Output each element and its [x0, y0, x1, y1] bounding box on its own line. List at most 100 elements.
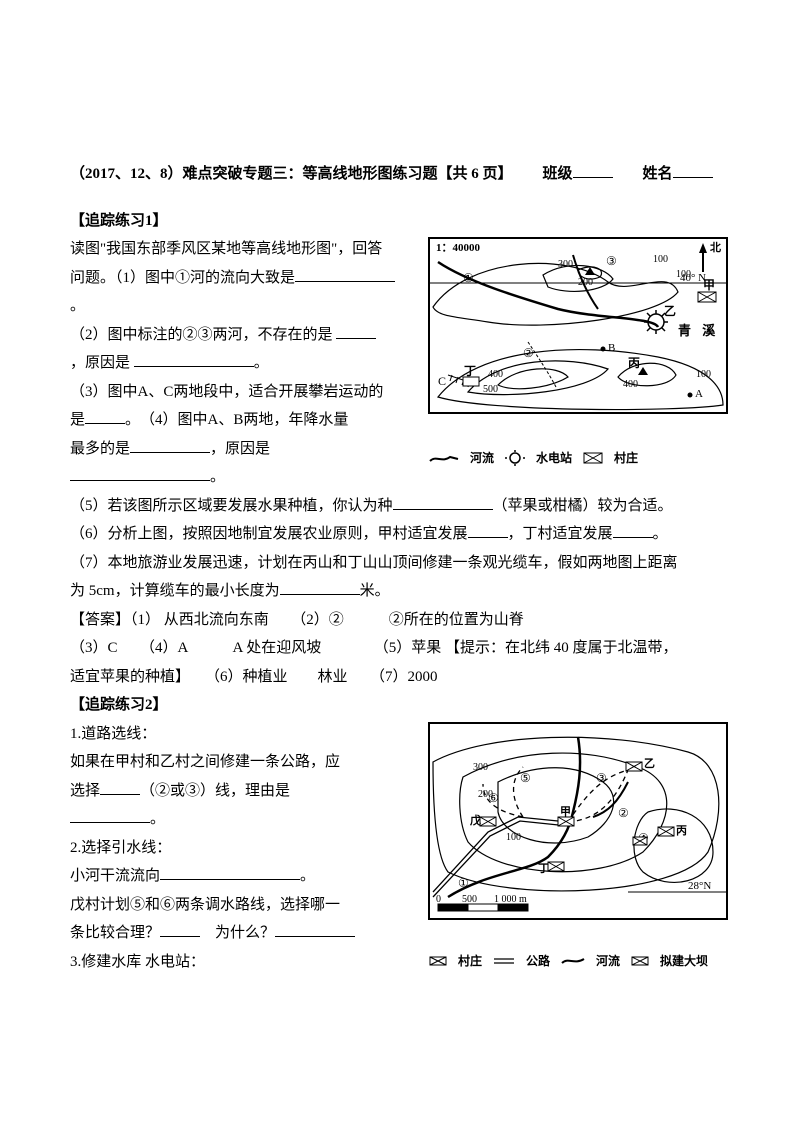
legend-river: 河流	[470, 451, 494, 465]
ex1-intro-a: 读图"我国东部季风区某地等高线地形图"，回答	[70, 241, 382, 257]
title-text: （2017、12、8）难点突破专题三：等高线地形图练习题【共 6 页】	[70, 166, 513, 182]
svg-text:甲: 甲	[560, 805, 571, 818]
exercise1-head: 【追踪练习1】	[70, 207, 730, 236]
svg-text:C: C	[438, 374, 446, 388]
name-blank[interactable]	[673, 162, 713, 178]
svg-text:400: 400	[488, 369, 503, 380]
svg-text:100: 100	[676, 269, 691, 280]
svg-text:北: 北	[710, 240, 721, 254]
svg-text:300: 300	[473, 762, 488, 773]
map2-svg: 300 200 100	[428, 722, 728, 952]
page-title-line: （2017、12、8）难点突破专题三：等高线地形图练习题【共 6 页】 班级 姓…	[70, 160, 730, 189]
q2-blank2[interactable]	[134, 351, 254, 367]
svg-text:①: ①	[458, 876, 469, 890]
name-label: 姓名	[643, 166, 673, 182]
map1-svg: 北 1：40000 40° N 300 200 100 100	[428, 237, 728, 447]
q3-blank[interactable]	[85, 408, 125, 424]
svg-text:②: ②	[618, 806, 629, 820]
ex2-q1b: 选择	[70, 783, 100, 799]
exercise2-figure: 300 200 100	[426, 720, 730, 970]
q6-blank2[interactable]	[613, 522, 653, 538]
svg-text:丙: 丙	[628, 356, 640, 370]
ex1-q5a: （5）若该图所示区域要发展水果种植，你认为种	[70, 498, 393, 514]
ex1-intro-b: 问题。（1）图中①河的流向大致是	[70, 270, 295, 286]
ex1-q5b: （苹果或柑橘）较为合适。	[493, 498, 673, 514]
ex1-p4: 。	[210, 469, 225, 485]
q4-blank2[interactable]	[70, 465, 210, 481]
ex1-q2a: （2）图中标注的②③两河，不存在的是	[70, 327, 333, 343]
legend2-river: 河流	[596, 954, 620, 968]
ex1-q6c: 。	[653, 526, 668, 542]
svg-text:①: ①	[463, 271, 474, 285]
ans-line2b: 适宜苹果的种植】 （6）种植业 林业 （7）2000	[70, 669, 438, 685]
q6-blank1[interactable]	[468, 522, 508, 538]
ex2-q1a: 如果在甲村和乙村之间修建一条公路，应	[70, 754, 340, 770]
svg-text:丙: 丙	[676, 824, 687, 837]
ex1-q3b: 是	[70, 412, 85, 428]
legend2-village: 村庄	[458, 954, 482, 968]
exercise2-head: 【追踪练习2】	[70, 691, 730, 720]
svg-text:400: 400	[623, 379, 638, 390]
exercise1-row: 读图"我国东部季风区某地等高线地形图"，回答 问题。（1）图中①河的流向大致是 …	[70, 235, 730, 492]
ex2-q2c: 戊村计划⑤和⑥两条调水路线，选择哪一	[70, 897, 340, 913]
ex1-q6a: （6）分析上图，按照因地制宜发展农业原则，甲村适宜发展	[70, 526, 468, 542]
svg-text:丁: 丁	[464, 364, 476, 378]
legend-station: 水电站	[536, 451, 572, 465]
svg-text:乙: 乙	[664, 304, 676, 318]
svg-text:A: A	[695, 388, 703, 400]
legend2-road: 公路	[526, 954, 550, 968]
q5-blank[interactable]	[393, 494, 493, 510]
svg-text:③: ③	[606, 254, 617, 268]
ex1-q4a: 。 （4）图中A、B两地，年降水量	[125, 412, 348, 428]
svg-text:1 000 m: 1 000 m	[494, 894, 527, 905]
ex2-q2d: 条比较合理？	[70, 925, 160, 941]
ex1-q4c: ，原因是	[210, 441, 270, 457]
ex2-q2-blank2[interactable]	[160, 921, 200, 937]
ex2-q1-blank1[interactable]	[100, 779, 140, 795]
ex1-period1: 。	[70, 298, 85, 314]
svg-text:B: B	[608, 342, 615, 354]
legend2-dam: 拟建大坝	[660, 954, 708, 968]
ex1-q2b: ，原因是	[70, 355, 130, 371]
ex2-q2-blank1[interactable]	[160, 864, 300, 880]
svg-text:28°N: 28°N	[688, 880, 711, 892]
exercise2-row: 1.道路选线： 如果在甲村和乙村之间修建一条公路，应 选择（②或③）线，理由是 …	[70, 720, 730, 977]
ans-line1: （1） 从西北流向东南 （2）② ②所在的位置为山脊	[130, 612, 524, 628]
svg-text:1：40000: 1：40000	[436, 242, 480, 254]
ex1-q7b: 为 5cm，计算缆车的最小长度为	[70, 583, 280, 599]
q4-blank1[interactable]	[130, 437, 210, 453]
svg-text:500: 500	[462, 894, 477, 905]
exercise1-answers: 【答案】（1） 从西北流向东南 （2）② ②所在的位置为山脊 （3）C （4）A…	[70, 606, 730, 692]
ans-head: 【答案】	[70, 612, 130, 628]
svg-text:③: ③	[596, 771, 607, 785]
q1-blank[interactable]	[295, 266, 395, 282]
ex1-q4b: 最多的是	[70, 441, 130, 457]
ex2-q2-blank3[interactable]	[275, 921, 355, 937]
ex1-q7a: （7）本地旅游业发展迅速，计划在丙山和丁山山顶间修建一条观光缆车，假如两地图上距…	[70, 555, 678, 571]
svg-text:300: 300	[558, 259, 573, 270]
ex2-q2e: 为什么？	[215, 925, 275, 941]
svg-text:丁: 丁	[538, 862, 549, 875]
ex1-q7c: 米。	[360, 583, 390, 599]
ex1-q6b: ，丁村适宜发展	[508, 526, 613, 542]
ex2-q1-title: 1.道路选线：	[70, 726, 156, 742]
class-blank[interactable]	[573, 162, 613, 178]
q2-blank1[interactable]	[336, 323, 376, 339]
svg-text:⑤: ⑤	[520, 771, 531, 785]
svg-text:100: 100	[696, 369, 711, 380]
svg-text:100: 100	[506, 832, 521, 843]
ex2-q2-title: 2.选择引水线：	[70, 840, 171, 856]
svg-text:戊: 戊	[469, 813, 481, 827]
svg-text:500: 500	[483, 384, 498, 395]
ex2-q2p: 。	[300, 868, 315, 884]
ex2-q1-blank2[interactable]	[70, 807, 150, 823]
worksheet-page: （2017、12、8）难点突破专题三：等高线地形图练习题【共 6 页】 班级 姓…	[0, 0, 800, 1016]
exercise1-figure: 北 1：40000 40° N 300 200 100 100	[426, 235, 730, 469]
svg-text:乙: 乙	[644, 757, 655, 770]
q7-blank[interactable]	[280, 579, 360, 595]
ex2-q1d: 。	[150, 811, 165, 827]
svg-text:100: 100	[653, 254, 668, 265]
svg-text:⑥: ⑥	[488, 791, 499, 805]
ex2-q3-title: 3.修建水库 水电站：	[70, 954, 205, 970]
map1-legend: 河流 水电站 村庄	[428, 447, 728, 467]
